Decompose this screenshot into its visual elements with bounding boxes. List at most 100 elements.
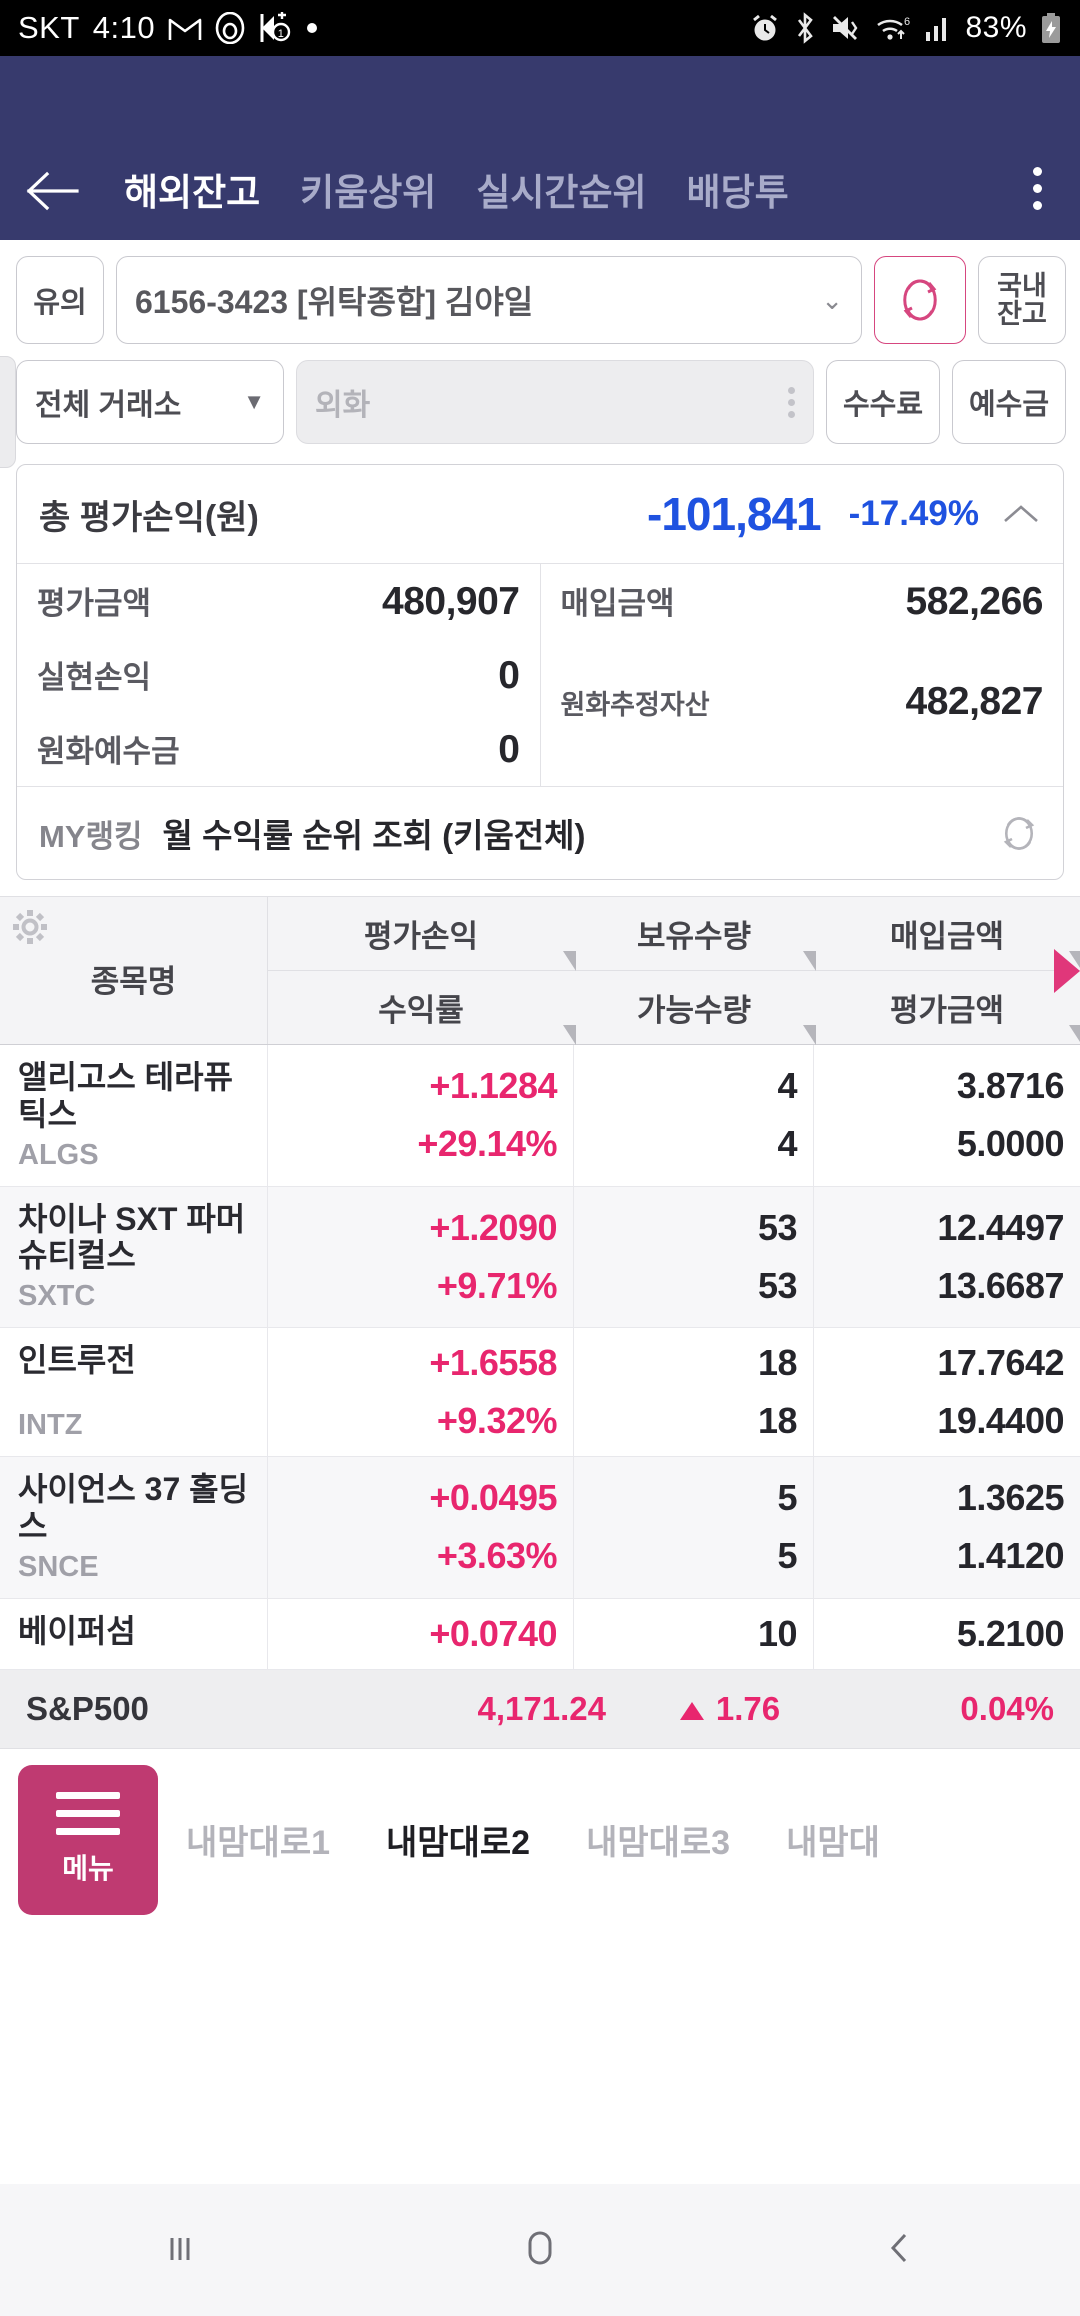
cell-pnl: +1.2090 +9.71%	[268, 1186, 574, 1328]
account-row: 유의 6156-3423 [위탁종합] 김야일 ⌄ 국내 잔고	[0, 240, 1080, 352]
account-select[interactable]: 6156-3423 [위탁종합] 김야일 ⌄	[116, 256, 862, 344]
col-avail-qty[interactable]: 가능수량	[574, 971, 816, 1045]
currency-select[interactable]: 외화	[296, 360, 814, 444]
scroll-right-arrow-icon[interactable]	[1054, 948, 1080, 993]
summary-value: 582,266	[905, 580, 1044, 623]
menu-label: 메뉴	[62, 1853, 114, 1885]
tab-kiwoom-sangwi[interactable]: 해외 키움상위	[280, 162, 456, 218]
recents-icon[interactable]	[158, 2226, 202, 2275]
bottom-tab-4[interactable]: 내맘대	[786, 1824, 880, 1863]
filter-row-wrapper: 전체 거래소 ▼ 외화 수수료 예수금	[0, 352, 1080, 468]
dot-icon	[305, 21, 319, 35]
index-ticker-bar[interactable]: S&P500 4,171.24 1.76 0.04%	[0, 1669, 1080, 1749]
table-row[interactable]: 사이언스 37 홀딩스 SNCE +0.0495 +3.63% 5 5 1.36…	[0, 1457, 1080, 1599]
summary-value: 480,907	[382, 580, 520, 623]
battery-charging-icon	[1040, 12, 1062, 44]
home-icon[interactable]	[517, 2225, 563, 2276]
warning-label: 유의	[33, 287, 87, 319]
stock-name: 앨리고스 테라퓨틱스	[18, 1059, 233, 1132]
col-rate[interactable]: 수익률	[268, 971, 576, 1045]
buy-amount-value: 1.3625	[956, 1477, 1065, 1519]
sort-indicator-icon	[803, 1025, 816, 1045]
back-icon[interactable]	[878, 2226, 922, 2275]
avail-value: 53	[757, 1264, 798, 1306]
back-button[interactable]	[0, 170, 104, 218]
android-navigation-bar	[0, 2184, 1080, 2316]
summary-value: 0	[498, 654, 520, 697]
menu-button[interactable]: 메뉴	[18, 1764, 158, 1915]
alarm-icon	[750, 13, 780, 43]
rate-value: +29.14%	[417, 1123, 557, 1165]
summary-row: 실현손익 0	[17, 638, 540, 712]
holdings-table: 종목명 평가손익 보유수량 매입금액	[0, 896, 1080, 1670]
table-header: 종목명 평가손익 보유수량 매입금액	[0, 896, 1080, 1045]
bottom-tab-3[interactable]: 내맘대로3	[586, 1824, 731, 1863]
bottom-tabs: 내맘대로1 내맘대로2 내맘대로3 내맘대	[158, 1815, 1080, 1864]
status-bar: SKT 4:10 1	[0, 0, 1080, 56]
table-header-name[interactable]: 종목명	[0, 897, 268, 1044]
cell-amounts: 5.2100	[814, 1599, 1080, 1669]
bottom-tab-1[interactable]: 내맘대로1	[186, 1824, 331, 1863]
sort-indicator-icon	[563, 951, 576, 971]
rate-value: +9.32%	[436, 1400, 558, 1442]
exchange-select[interactable]: 전체 거래소 ▼	[16, 360, 284, 444]
settings-gear-icon[interactable]	[10, 907, 50, 947]
col-pnl[interactable]: 평가손익	[268, 897, 576, 971]
fee-button[interactable]: 수수료	[826, 360, 940, 444]
col-avail-qty-label: 가능수량	[636, 993, 752, 1028]
exchange-value: 전체 거래소	[35, 389, 182, 422]
avail-value: 4	[777, 1123, 797, 1165]
my-ranking-row[interactable]: MY랭킹 월 수익률 순위 조회 (키움전체)	[17, 786, 1063, 879]
table-row[interactable]: 차이나 SXT 파머슈티컬스 SXTC +1.2090 +9.71% 53 53…	[0, 1186, 1080, 1329]
table-row[interactable]: 인트루전 INTZ +1.6558 +9.32% 18 18 17.7642 1…	[0, 1328, 1080, 1458]
tab-haewoi-jango[interactable]: 해외 해외잔고	[104, 162, 280, 218]
carrier-label: SKT	[18, 10, 80, 45]
back-arrow-icon	[23, 170, 81, 212]
avail-value: 18	[757, 1400, 798, 1442]
buy-amount-value: 3.8716	[956, 1065, 1065, 1107]
col-buy-amount-label: 매입금액	[889, 919, 1005, 954]
col-rate-label: 수익률	[378, 993, 464, 1028]
table-row[interactable]: 앨리고스 테라퓨틱스 ALGS +1.1284 +29.14% 4 4 3.87…	[0, 1045, 1080, 1187]
stepper-icon	[788, 386, 795, 418]
col-pnl-label: 평가손익	[363, 919, 479, 954]
status-bar-right: 6 83%	[750, 11, 1062, 45]
col-eval-amount[interactable]: 평가금액	[814, 971, 1080, 1045]
table-header-bottom-line: 수익률 가능수량 평가금액	[268, 970, 1080, 1045]
summary-key: 원화추정자산	[560, 690, 710, 720]
bottom-tab-2[interactable]: 내맘대로2	[386, 1824, 531, 1863]
stock-name: 베이퍼섬	[18, 1612, 136, 1649]
stock-name: 차이나 SXT 파머슈티컬스	[18, 1200, 246, 1274]
summary-key: 원화예수금	[37, 734, 180, 769]
tab-label: 키움상위	[300, 172, 437, 213]
table-row[interactable]: 베이퍼섬 +0.0740 10 5.2100	[0, 1598, 1080, 1670]
domestic-balance-button[interactable]: 국내 잔고	[978, 256, 1066, 344]
summary-header[interactable]: 총 평가손익(원) -101,841 -17.49%	[17, 465, 1063, 564]
cell-amounts: 1.3625 1.4120	[814, 1457, 1080, 1598]
tab-dividend[interactable]: 배당투	[667, 162, 809, 218]
warning-button[interactable]: 유의	[16, 256, 104, 344]
cell-pnl: +0.0740	[268, 1598, 574, 1669]
index-change-percent: 0.04%	[960, 1689, 1054, 1727]
index-name: S&P500	[26, 1689, 149, 1727]
b-app-icon	[215, 12, 245, 44]
rate-value: +3.63%	[436, 1535, 558, 1577]
chevron-up-icon[interactable]	[1001, 501, 1041, 527]
summary-row: 매입금액 582,266	[541, 564, 1064, 638]
pnl-value: +1.6558	[429, 1342, 557, 1384]
refresh-icon[interactable]	[997, 811, 1041, 855]
col-qty[interactable]: 보유수량	[574, 897, 816, 971]
col-buy-amount[interactable]: 매입금액	[814, 897, 1080, 971]
caret-down-icon: ▼	[243, 389, 265, 414]
overflow-menu-button[interactable]	[994, 167, 1080, 218]
deposit-button[interactable]: 예수금	[952, 360, 1066, 444]
side-drawer-handle[interactable]	[0, 356, 16, 468]
summary-row-spacer	[541, 638, 1064, 666]
eval-amount-value: 13.6687	[937, 1264, 1064, 1306]
row-name-cell: 인트루전 INTZ	[0, 1328, 268, 1457]
col-qty-label: 보유수량	[636, 919, 752, 954]
refresh-button[interactable]	[874, 256, 966, 344]
buy-amount-value: 17.7642	[937, 1342, 1064, 1384]
tab-realtime-rank[interactable]: 해외 실시간순위	[456, 162, 666, 218]
